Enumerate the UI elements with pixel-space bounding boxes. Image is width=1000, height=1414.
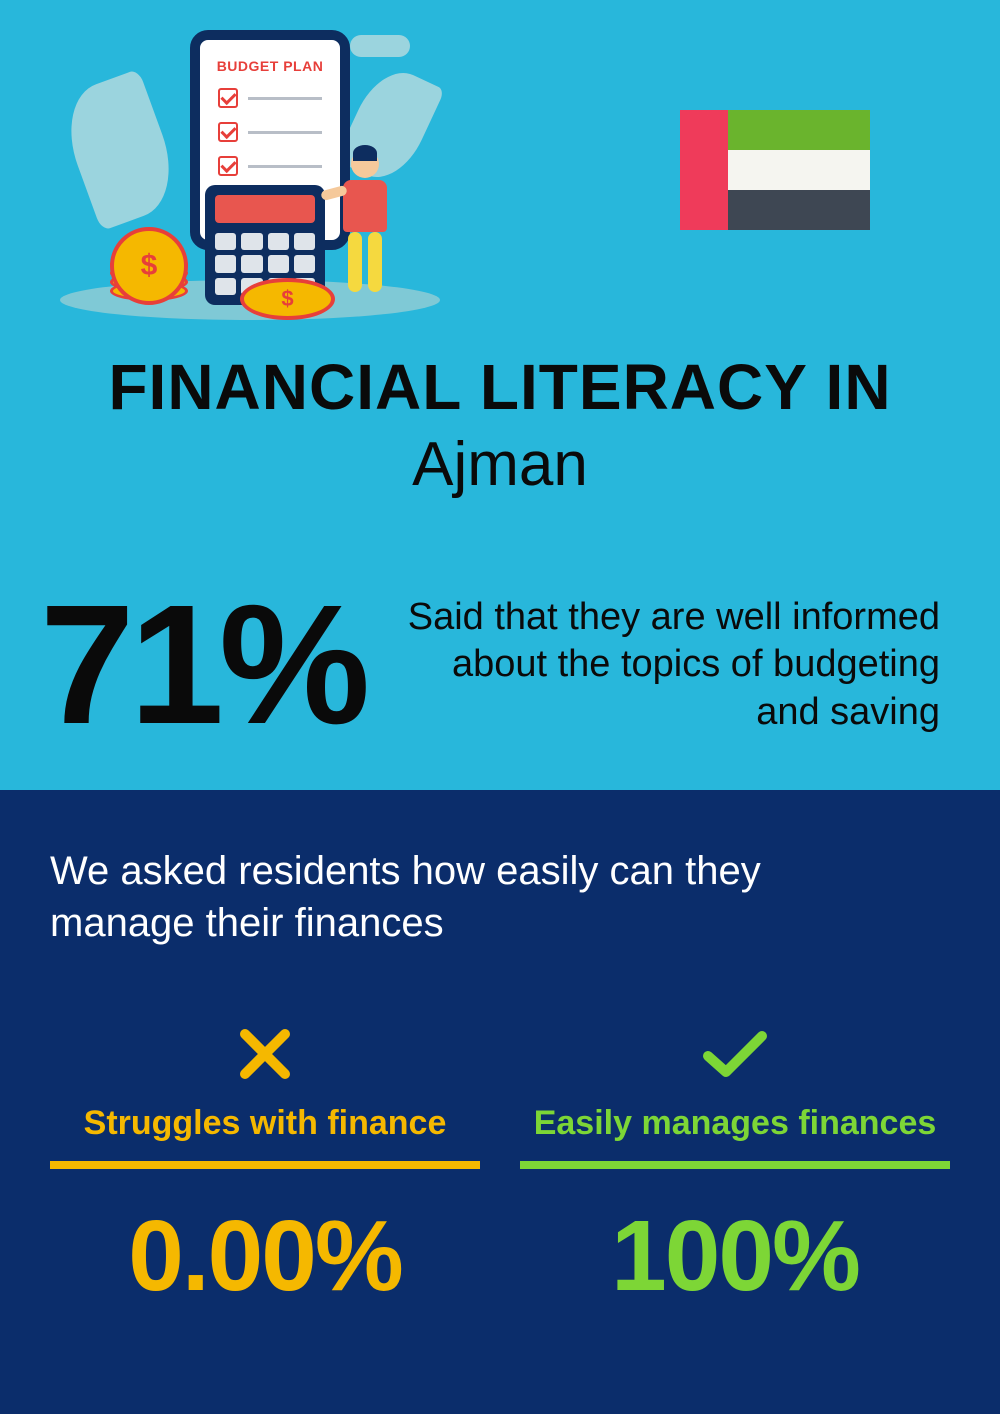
manages-column: Easily manages finances 100% [520,1019,950,1314]
budget-illustration: BUDGET PLAN $ $ [60,20,440,320]
headline-percentage: 71% [40,580,365,750]
struggles-column: Struggles with finance 0.00% [50,1019,480,1314]
check-icon [520,1019,950,1089]
top-section: BUDGET PLAN $ $ [0,0,1000,790]
title-line-1: FINANCIAL LITERACY IN [0,350,1000,424]
coin-stack-icon: $ [110,265,188,305]
question-text: We asked residents how easily can they m… [50,845,870,949]
divider-yellow [50,1161,480,1169]
manages-value: 100% [520,1199,950,1314]
person-icon [335,150,395,310]
cross-icon [50,1019,480,1089]
infographic-page: BUDGET PLAN $ $ [0,0,1000,1414]
title-block: FINANCIAL LITERACY IN Ajman [0,350,1000,500]
coin-flat-icon: $ [240,278,335,320]
headline-stat: 71% Said that they are well informed abo… [40,580,940,750]
title-line-2: Ajman [0,429,1000,500]
uae-flag-icon [680,110,870,230]
struggles-label: Struggles with finance [50,1104,480,1143]
headline-description: Said that they are well informed about t… [365,594,940,737]
results-columns: Struggles with finance 0.00% Easily mana… [50,1019,950,1314]
divider-green [520,1161,950,1169]
bottom-section: We asked residents how easily can they m… [0,790,1000,1414]
struggles-value: 0.00% [50,1199,480,1314]
manages-label: Easily manages finances [520,1104,950,1143]
clipboard-title: BUDGET PLAN [200,58,340,74]
